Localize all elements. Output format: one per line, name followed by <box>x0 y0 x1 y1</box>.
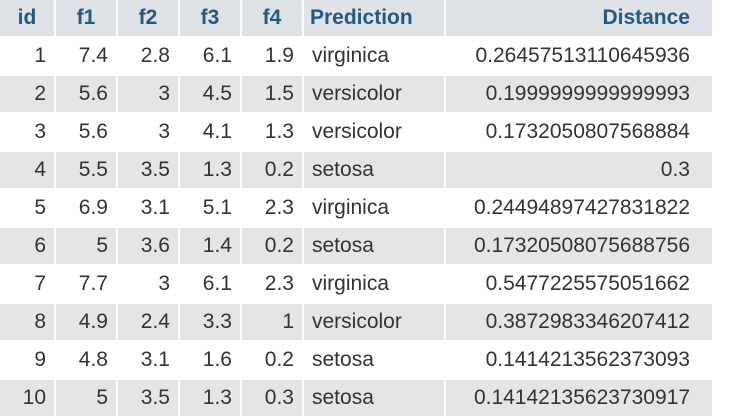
cell-f1: 5.5 <box>56 152 118 190</box>
cell-prediction: setosa <box>304 152 446 190</box>
cell-f2: 3 <box>118 76 180 114</box>
table-row[interactable]: 2 5.6 3 4.5 1.5 versicolor 0.1999999999999993 <box>0 76 714 114</box>
cell-id: 9 <box>0 342 56 380</box>
cell-f1: 5 <box>56 228 118 266</box>
cell-id: 7 <box>0 266 56 304</box>
table-header-row: id f1 f2 f3 f4 Prediction Distance <box>0 0 714 38</box>
cell-f3: 5.1 <box>180 190 242 228</box>
column-header-prediction[interactable]: Prediction <box>304 0 446 38</box>
column-header-f2[interactable]: f2 <box>118 0 180 38</box>
cell-f4: 2.3 <box>242 190 304 228</box>
cell-id: 6 <box>0 228 56 266</box>
cell-f4: 0.3 <box>242 380 304 418</box>
cell-f1: 6.9 <box>56 190 118 228</box>
cell-f3: 6.1 <box>180 38 242 76</box>
column-header-f4[interactable]: f4 <box>242 0 304 38</box>
cell-distance: 0.5477225575051662 <box>446 266 714 304</box>
cell-f4: 1.5 <box>242 76 304 114</box>
table-row[interactable]: 7 7.7 3 6.1 2.3 virginica 0.5477225575051662 <box>0 266 714 304</box>
cell-id: 4 <box>0 152 56 190</box>
cell-id: 2 <box>0 76 56 114</box>
cell-f4: 2.3 <box>242 266 304 304</box>
cell-f2: 3.1 <box>118 342 180 380</box>
cell-prediction: setosa <box>304 228 446 266</box>
column-header-distance[interactable]: Distance <box>446 0 714 38</box>
cell-f1: 4.8 <box>56 342 118 380</box>
table-row[interactable]: 3 5.6 3 4.1 1.3 versicolor 0.1732050807568884 <box>0 114 714 152</box>
cell-f4: 1.3 <box>242 114 304 152</box>
cell-id: 1 <box>0 38 56 76</box>
cell-prediction: versicolor <box>304 114 446 152</box>
cell-distance: 0.1414213562373093 <box>446 342 714 380</box>
cell-f3: 1.3 <box>180 152 242 190</box>
cell-prediction: setosa <box>304 380 446 418</box>
cell-f2: 3.5 <box>118 152 180 190</box>
cell-distance: 0.3 <box>446 152 714 190</box>
cell-prediction: setosa <box>304 342 446 380</box>
column-header-f3[interactable]: f3 <box>180 0 242 38</box>
cell-f4: 0.2 <box>242 342 304 380</box>
cell-f2: 3 <box>118 266 180 304</box>
cell-f1: 5 <box>56 380 118 418</box>
cell-f1: 7.7 <box>56 266 118 304</box>
cell-f2: 3.5 <box>118 380 180 418</box>
cell-id: 5 <box>0 190 56 228</box>
cell-prediction: virginica <box>304 266 446 304</box>
cell-distance: 0.14142135623730917 <box>446 380 714 418</box>
table-row[interactable]: 1 7.4 2.8 6.1 1.9 virginica 0.2645751311064593… <box>0 38 714 76</box>
cell-f1: 5.6 <box>56 76 118 114</box>
cell-prediction: virginica <box>304 38 446 76</box>
table-row[interactable]: 5 6.9 3.1 5.1 2.3 virginica 0.2449489742783182… <box>0 190 714 228</box>
cell-id: 3 <box>0 114 56 152</box>
cell-f3: 4.1 <box>180 114 242 152</box>
cell-f3: 3.3 <box>180 304 242 342</box>
cell-f4: 1.9 <box>242 38 304 76</box>
cell-distance: 0.24494897427831822 <box>446 190 714 228</box>
cell-distance: 0.1999999999999993 <box>446 76 714 114</box>
cell-id: 8 <box>0 304 56 342</box>
cell-f3: 1.6 <box>180 342 242 380</box>
cell-distance: 0.26457513110645936 <box>446 38 714 76</box>
cell-f3: 1.4 <box>180 228 242 266</box>
cell-f2: 3.1 <box>118 190 180 228</box>
cell-f4: 0.2 <box>242 152 304 190</box>
cell-f2: 3 <box>118 114 180 152</box>
cell-f2: 3.6 <box>118 228 180 266</box>
cell-f4: 0.2 <box>242 228 304 266</box>
cell-f4: 1 <box>242 304 304 342</box>
cell-id: 10 <box>0 380 56 418</box>
cell-prediction: versicolor <box>304 76 446 114</box>
column-header-id[interactable]: id <box>0 0 56 38</box>
table-row[interactable]: 6 5 3.6 1.4 0.2 setosa 0.17320508075688756 <box>0 228 714 266</box>
table-row[interactable]: 8 4.9 2.4 3.3 1 versicolor 0.3872983346207412 <box>0 304 714 342</box>
cell-distance: 0.3872983346207412 <box>446 304 714 342</box>
cell-distance: 0.1732050807568884 <box>446 114 714 152</box>
table-row[interactable]: 9 4.8 3.1 1.6 0.2 setosa 0.1414213562373093 <box>0 342 714 380</box>
cell-prediction: versicolor <box>304 304 446 342</box>
cell-f2: 2.4 <box>118 304 180 342</box>
table-body: 1 7.4 2.8 6.1 1.9 virginica 0.2645751311064593… <box>0 38 714 418</box>
cell-prediction: virginica <box>304 190 446 228</box>
cell-f1: 7.4 <box>56 38 118 76</box>
table-row[interactable]: 4 5.5 3.5 1.3 0.2 setosa 0.3 <box>0 152 714 190</box>
cell-f3: 6.1 <box>180 266 242 304</box>
cell-f1: 4.9 <box>56 304 118 342</box>
cell-f1: 5.6 <box>56 114 118 152</box>
cell-distance: 0.17320508075688756 <box>446 228 714 266</box>
results-table: id f1 f2 f3 f4 Prediction Distance 1 7.4 2… <box>0 0 714 418</box>
cell-f2: 2.8 <box>118 38 180 76</box>
cell-f3: 4.5 <box>180 76 242 114</box>
column-header-f1[interactable]: f1 <box>56 0 118 38</box>
table-row[interactable]: 10 5 3.5 1.3 0.3 setosa 0.14142135623730917 <box>0 380 714 418</box>
cell-f3: 1.3 <box>180 380 242 418</box>
